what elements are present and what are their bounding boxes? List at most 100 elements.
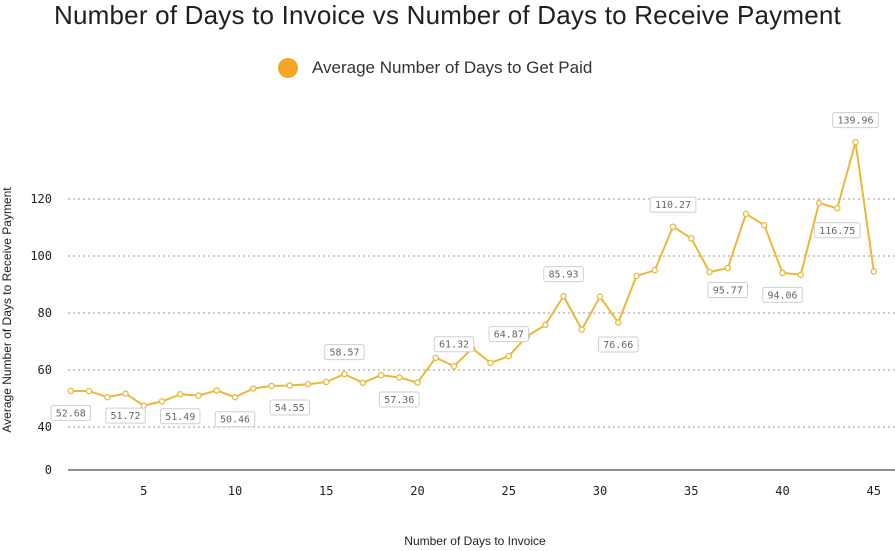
data-point: [322, 378, 330, 386]
data-point: [286, 382, 293, 389]
data-point: [870, 268, 878, 275]
data-point: [304, 380, 312, 388]
data-label-text: 139.96: [837, 116, 873, 127]
data-label-text: 110.27: [655, 200, 691, 211]
data-point: [797, 271, 805, 279]
data-label-text: 54.55: [275, 403, 305, 414]
x-tick-label: 10: [228, 484, 242, 498]
y-tick-label: 40: [38, 420, 52, 434]
data-point: [450, 362, 458, 370]
y-tick-label: 100: [30, 249, 52, 263]
data-point: [706, 268, 713, 276]
data-label-box: [707, 282, 748, 299]
x-tick-label: 30: [593, 484, 607, 498]
data-point: [395, 374, 403, 381]
x-tick-label: 25: [502, 484, 516, 498]
data-point: [669, 223, 677, 230]
data-label-text: 116.75: [819, 226, 855, 237]
data-point: [761, 221, 768, 229]
data-label-text: 50.46: [220, 415, 250, 426]
data-label: 57.36: [379, 391, 420, 408]
data-point: [779, 269, 786, 277]
x-tick-label: 35: [684, 484, 698, 498]
x-tick-label: 20: [410, 484, 424, 498]
data-label-text: 57.36: [384, 395, 414, 406]
data-label: 54.55: [269, 399, 310, 416]
y-tick-label: 0: [45, 463, 52, 477]
data-point: [140, 402, 147, 409]
data-point: [724, 264, 732, 272]
data-point: [688, 235, 695, 242]
data-point: [560, 292, 567, 300]
data-label: 64.87: [488, 326, 529, 343]
data-point: [268, 382, 275, 390]
data-label-box: [832, 112, 879, 129]
data-point: [195, 392, 202, 399]
data-label-box: [649, 196, 697, 213]
data-point: [67, 387, 75, 395]
data-label-text: 61.32: [439, 340, 469, 351]
data-label: 52.68: [50, 404, 91, 421]
data-label: 85.93: [543, 266, 584, 283]
chart-title: Number of Days to Invoice vs Number of D…: [54, 0, 841, 30]
data-label-box: [433, 336, 475, 353]
data-label-text: 51.72: [110, 411, 140, 422]
data-label-box: [598, 336, 639, 353]
data-label: 95.77: [707, 282, 748, 299]
data-label-box: [813, 222, 861, 239]
x-tick-label: 15: [319, 484, 333, 498]
data-point: [505, 352, 512, 360]
data-point: [542, 321, 549, 329]
data-label-box: [269, 399, 310, 416]
x-tick-label: 40: [775, 484, 789, 498]
data-label-text: 52.68: [56, 408, 86, 419]
data-point: [231, 393, 239, 401]
data-point: [578, 326, 586, 333]
data-label: 110.27: [649, 196, 697, 213]
series-line: [70, 141, 875, 407]
data-label: 94.06: [762, 286, 803, 303]
data-point: [158, 398, 166, 405]
data-label: 116.75: [813, 222, 861, 239]
x-tick-label: 45: [867, 484, 881, 498]
y-tick-label: 80: [38, 306, 52, 320]
data-point: [651, 266, 659, 274]
data-point: [359, 379, 366, 387]
data-point: [213, 387, 220, 394]
legend-marker-icon: [278, 58, 298, 78]
data-label-box: [379, 391, 420, 408]
data-point: [742, 210, 750, 218]
data-label: 51.49: [160, 408, 201, 425]
data-point: [633, 272, 640, 280]
data-label: 139.96: [832, 112, 879, 129]
data-label-box: [488, 326, 529, 343]
legend: Average Number of Days to Get Paid: [278, 56, 592, 80]
data-label-box: [50, 404, 91, 421]
data-label-box: [160, 408, 201, 425]
data-point: [104, 393, 111, 401]
data-label-text: 76.66: [603, 340, 633, 351]
y-tick-label: 120: [30, 192, 52, 206]
data-label-box: [324, 344, 365, 361]
data-point: [834, 205, 841, 212]
data-label-box: [105, 407, 146, 424]
data-point: [176, 391, 184, 398]
data-point: [414, 379, 421, 386]
data-point: [815, 199, 823, 207]
y-tick-label: 60: [38, 363, 52, 377]
data-point: [596, 293, 604, 301]
data-label-text: 94.06: [767, 290, 797, 301]
data-point: [487, 359, 494, 367]
data-point: [432, 354, 439, 361]
data-label: 58.57: [324, 344, 365, 361]
data-label-text: 95.77: [713, 286, 743, 297]
data-label-text: 51.49: [165, 412, 195, 423]
data-point: [852, 138, 859, 146]
x-axis-title: Number of Days to Invoice: [404, 534, 546, 548]
data-label: 61.32: [433, 336, 475, 353]
data-label-box: [762, 286, 803, 303]
y-axis-title: Average Number of Days to Receive Paymen…: [0, 187, 14, 433]
data-point: [122, 390, 129, 397]
data-label-box: [543, 266, 584, 283]
